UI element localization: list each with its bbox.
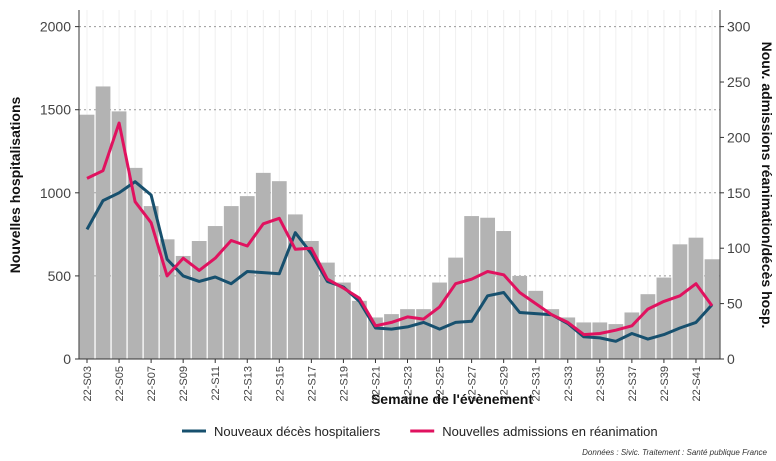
bar (400, 309, 415, 359)
x-tick-label: 22-S35 (595, 366, 607, 401)
x-tick-label: 22-S09 (178, 366, 190, 401)
bar (656, 277, 672, 359)
bar (111, 111, 127, 359)
bar (544, 309, 560, 359)
bar (191, 241, 207, 359)
y-tick-label: 1500 (40, 102, 71, 118)
bar (432, 282, 447, 359)
y-tick-label: 500 (48, 268, 72, 284)
x-tick-label: 22-S19 (338, 366, 350, 401)
bar (336, 282, 351, 359)
bar (79, 114, 95, 359)
legend-label: Nouvelles admissions en réanimation (442, 424, 657, 439)
legend-label: Nouveaux décès hospitaliers (214, 424, 381, 439)
x-tick-label: 22-S23 (403, 366, 415, 401)
bar (672, 244, 688, 359)
bar (175, 255, 191, 359)
bar (95, 86, 111, 359)
x-tick-label: 22-S05 (114, 366, 126, 401)
bar (592, 322, 608, 359)
x-tick-label: 22-S27 (467, 366, 479, 401)
bar (416, 309, 431, 359)
y2-tick-label: 300 (727, 19, 751, 35)
bar (207, 226, 223, 359)
bar (127, 167, 143, 359)
x-axis-title: Semaine de l'évènement (371, 391, 533, 407)
bar (352, 300, 367, 359)
y2-tick-label: 250 (727, 74, 751, 90)
y-tick-label: 1000 (40, 185, 71, 201)
x-tick-label: 22-S17 (306, 366, 318, 401)
x-tick-label: 22-S07 (146, 366, 158, 401)
caption: Données : Sivic. Traitement : Santé publ… (582, 448, 767, 457)
x-tick-label: 22-S31 (531, 366, 543, 401)
y-tick-label: 0 (63, 351, 71, 367)
bar (239, 196, 255, 359)
bar (640, 294, 656, 359)
y2-axis-title: Nouv. admissions réanimation/décès hosp. (759, 42, 775, 329)
bar (143, 206, 159, 359)
bar (448, 257, 463, 359)
y2-tick-label: 50 (727, 296, 743, 312)
bar (464, 216, 479, 359)
x-tick-label: 22-S11 (210, 366, 222, 401)
x-tick-label: 22-S03 (82, 366, 94, 401)
y2-tick-label: 200 (727, 129, 751, 145)
x-tick-label: 22-S21 (370, 366, 382, 401)
bar (159, 239, 175, 359)
bar (320, 262, 335, 359)
line (86, 121, 714, 337)
bar (287, 214, 303, 359)
x-tick-label: 22-S13 (242, 366, 254, 401)
bar (704, 259, 720, 359)
y-axis-title: Nouvelles hospitalisations (7, 96, 23, 273)
y2-tick-label: 150 (727, 185, 751, 201)
x-tick-label: 22-S39 (659, 366, 671, 401)
bar (576, 322, 592, 359)
bar (480, 217, 496, 359)
x-tick-label: 22-S41 (691, 366, 703, 401)
y2-tick-label: 100 (727, 240, 751, 256)
bar (303, 241, 319, 359)
line (85, 180, 714, 343)
bar (496, 231, 512, 359)
x-tick-label: 22-S15 (274, 366, 286, 401)
bar (688, 237, 704, 359)
bar (255, 172, 271, 359)
x-tick-label: 22-S29 (499, 366, 511, 401)
y-tick-label: 2000 (40, 19, 71, 35)
x-tick-label: 22-S37 (627, 366, 639, 401)
y2-tick-label: 0 (727, 351, 735, 367)
x-tick-label: 22-S33 (563, 366, 575, 401)
bar (384, 314, 399, 359)
x-tick-label: 22-S25 (435, 366, 447, 401)
